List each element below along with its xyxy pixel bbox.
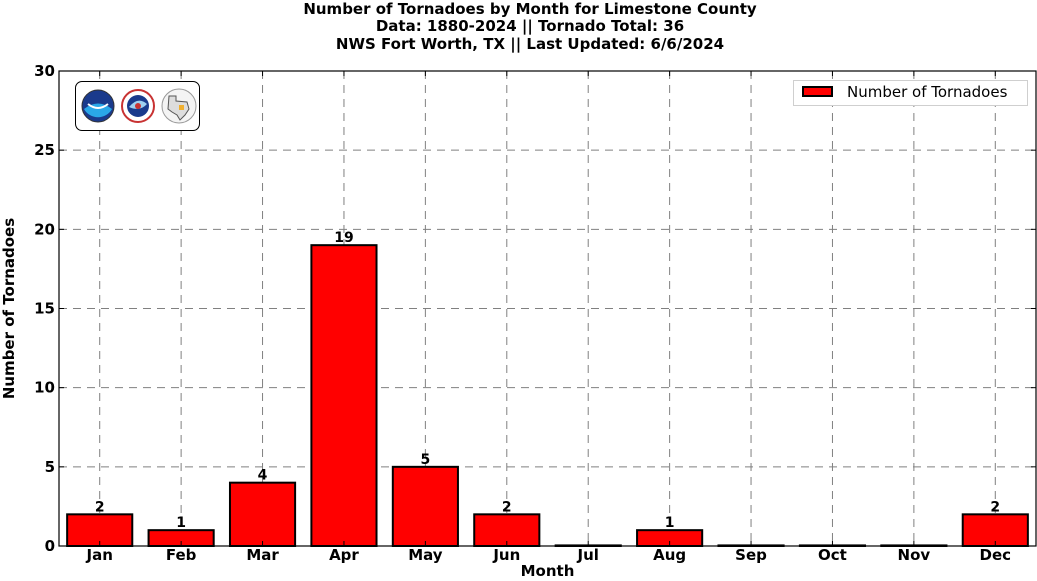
plot-frame <box>58 70 1037 547</box>
data-label: 1 <box>176 515 186 531</box>
bar-mar <box>228 481 297 547</box>
x-tick-label: Mar <box>246 546 279 564</box>
y-tick-label: 15 <box>34 300 55 318</box>
legend-label: Number of Tornadoes <box>847 83 1008 101</box>
x-axis-label: Month <box>521 562 575 580</box>
y-tick-label: 5 <box>45 458 55 476</box>
x-tick-label: Dec <box>980 546 1012 564</box>
x-tick-label: Apr <box>329 546 359 564</box>
legend: Number of Tornadoes <box>793 80 1028 106</box>
logos <box>81 88 197 124</box>
data-label: 4 <box>258 468 268 484</box>
x-tick-label: Nov <box>898 546 931 564</box>
x-tick-label: May <box>408 546 443 564</box>
x-tick-label: Jan <box>86 546 113 564</box>
x-axis-ticks: Jan Feb Mar Apr May Jun Jul Aug Sep Oct Nov Dec <box>86 71 1012 564</box>
bar-apr <box>310 244 378 548</box>
y-tick-label: 0 <box>45 537 55 555</box>
x-tick-label: Aug <box>653 546 686 564</box>
data-label: 1 <box>665 515 675 531</box>
y-tick-label: 10 <box>34 379 55 397</box>
x-tick-label: Jun <box>492 546 520 564</box>
data-label: 2 <box>990 499 1000 515</box>
grid-lines <box>59 71 1036 546</box>
logo-panel <box>75 81 200 131</box>
y-tick-label: 30 <box>34 62 55 80</box>
chart-subtitle-office: NWS Fort Worth, TX || Last Updated: 6/6/… <box>335 35 725 53</box>
bars <box>66 244 1029 548</box>
x-tick-label: Sep <box>735 546 767 564</box>
data-label: 19 <box>334 230 353 246</box>
x-tick-label: Jul <box>577 546 599 564</box>
data-label: 2 <box>502 499 512 515</box>
legend-swatch <box>802 86 833 97</box>
bar-dec <box>961 513 1029 547</box>
x-tick-label: Oct <box>818 546 847 564</box>
bar-may <box>391 465 459 548</box>
chart-subtitle-data: Data: 1880-2024 || Tornado Total: 36 <box>375 17 685 35</box>
y-axis-label: Number of Tornadoes <box>0 218 18 399</box>
texas-map-logo-icon <box>161 88 197 124</box>
x-tick-label: Feb <box>166 546 197 564</box>
data-labels: 2 1 4 19 5 2 1 2 <box>95 230 1000 531</box>
nws-logo-icon <box>121 89 155 123</box>
data-label: 5 <box>421 452 431 468</box>
chart-title: Number of Tornadoes by Month for Limesto… <box>303 0 757 18</box>
bar-jan <box>66 513 134 547</box>
y-tick-label: 20 <box>34 220 55 238</box>
data-label: 2 <box>95 499 105 515</box>
bar-jun <box>473 513 541 547</box>
noaa-logo-icon <box>81 89 115 123</box>
y-tick-label: 25 <box>34 141 55 159</box>
